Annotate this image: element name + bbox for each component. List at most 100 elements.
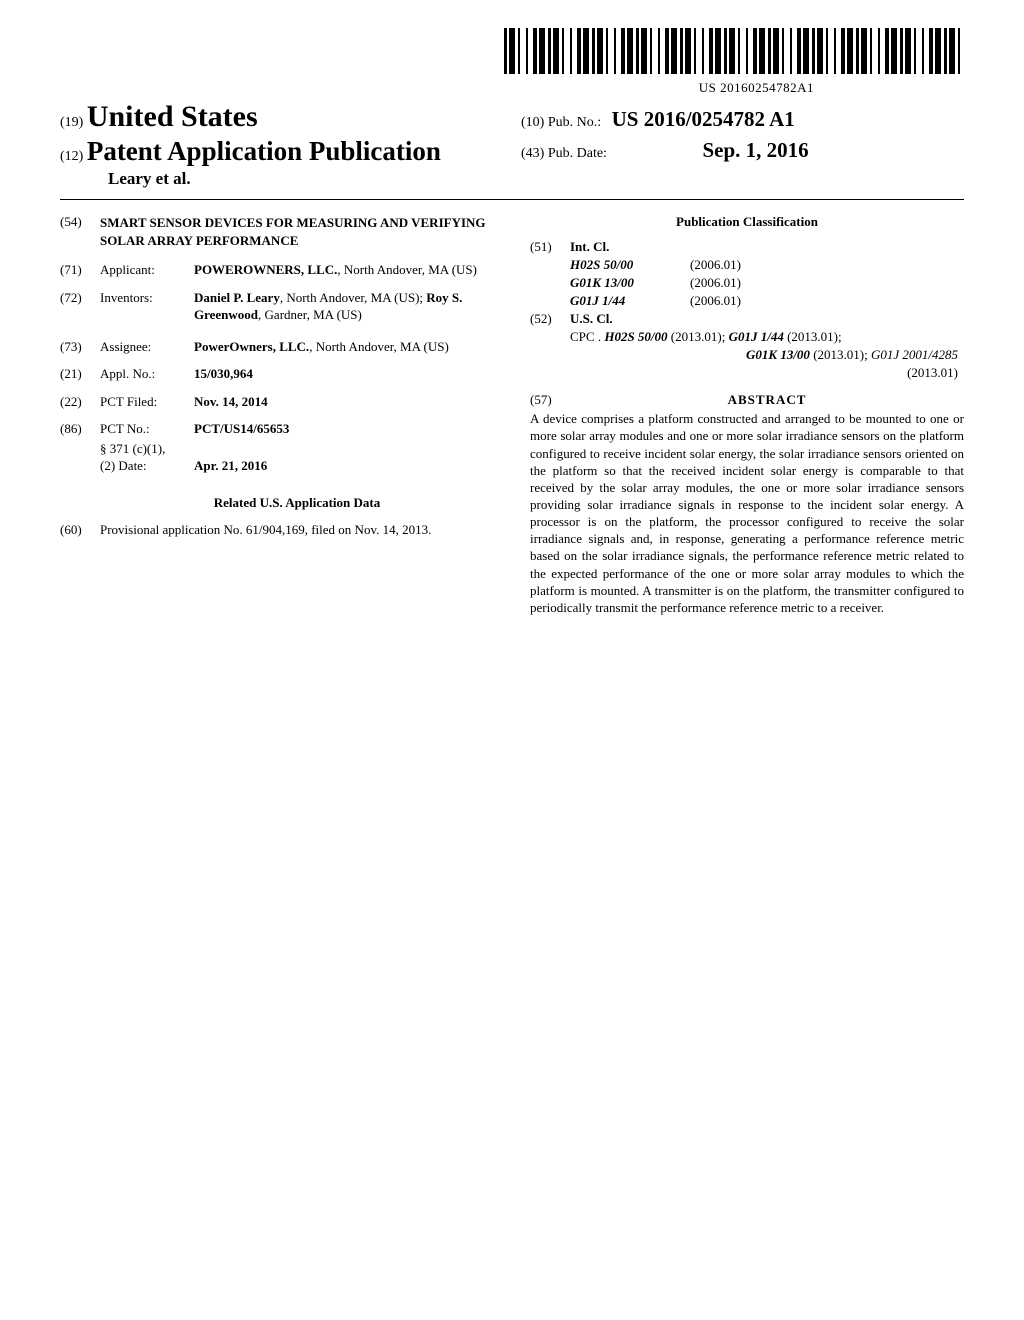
pubtype: Patent Application Publication (87, 136, 441, 166)
pctfiled-value: Nov. 14, 2014 (194, 393, 494, 411)
assignee-row: (73) Assignee: PowerOwners, LLC., North … (60, 338, 494, 356)
field-num-73: (73) (60, 338, 100, 356)
cpc-year-2: (2013.01); (784, 329, 842, 344)
barcode-text: US 20160254782A1 (60, 80, 964, 96)
cpc-code-1: H02S 50/00 (604, 329, 667, 344)
field-num-54: (54) (60, 214, 100, 249)
intcl-year: (2006.01) (690, 256, 741, 274)
field-num-72: (72) (60, 289, 100, 324)
cpc-year-1: (2013.01); (668, 329, 729, 344)
intcl-code: G01K 13/00 (570, 274, 690, 292)
provisional-text: Provisional application No. 61/904,169, … (100, 521, 494, 539)
s371-date-label: (2) Date: (100, 457, 194, 475)
abstract-label: ABSTRACT (570, 392, 964, 408)
inventors-label: Inventors: (100, 289, 194, 324)
divider-rule (60, 199, 964, 200)
intcl-item: G01K 13/00 (2006.01) (530, 274, 964, 292)
field-num-86: (86) (60, 420, 100, 438)
pubdate-label: Pub. Date: (548, 146, 607, 161)
pubdate-value: Sep. 1, 2016 (610, 138, 808, 162)
related-header: Related U.S. Application Data (60, 495, 494, 511)
left-column: (54) SMART SENSOR DEVICES FOR MEASURING … (60, 214, 494, 616)
cpc-line-2: G01K 13/00 (2013.01); G01J 2001/4285 (570, 346, 964, 364)
pctfiled-row: (22) PCT Filed: Nov. 14, 2014 (60, 393, 494, 411)
masthead: (19) United States (12) Patent Applicati… (60, 100, 964, 189)
intcl-item: H02S 50/00 (2006.01) (530, 256, 964, 274)
prefix-12: (12) (60, 149, 83, 164)
provisional-row: (60) Provisional application No. 61/904,… (60, 521, 494, 539)
field-num-60: (60) (60, 521, 100, 539)
applicant-label: Applicant: (100, 261, 194, 279)
pubno-label: Pub. No.: (548, 115, 601, 130)
applicant-rest: , North Andover, MA (US) (337, 262, 477, 277)
prefix-19: (19) (60, 115, 83, 130)
abstract-header-row: (57) ABSTRACT (530, 392, 964, 408)
pubno-value: US 2016/0254782 A1 (612, 107, 795, 131)
pubdate-line: (43) Pub. Date: Sep. 1, 2016 (521, 138, 964, 163)
s371-date-value: Apr. 21, 2016 (194, 457, 494, 475)
body-columns: (54) SMART SENSOR DEVICES FOR MEASURING … (60, 214, 964, 616)
intcl-item: G01J 1/44 (2006.01) (530, 292, 964, 310)
invention-title: SMART SENSOR DEVICES FOR MEASURING AND V… (100, 214, 494, 249)
field-num-71: (71) (60, 261, 100, 279)
pctfiled-label: PCT Filed: (100, 393, 194, 411)
applicant-row: (71) Applicant: POWEROWNERS, LLC., North… (60, 261, 494, 279)
authors-line: Leary et al. (60, 169, 503, 189)
country-line: (19) United States (60, 100, 503, 134)
assignee-value: PowerOwners, LLC., North Andover, MA (US… (194, 338, 494, 356)
field-num-21: (21) (60, 365, 100, 383)
cpc-year-3: (2013.01); (810, 347, 871, 362)
inventor-1-name: Daniel P. Leary (194, 290, 280, 305)
pctno-row: (86) PCT No.: PCT/US14/65653 (60, 420, 494, 438)
field-num-57: (57) (530, 392, 570, 408)
intcl-label: Int. Cl. (570, 238, 609, 256)
s371-row-1: § 371 (c)(1), (60, 440, 494, 458)
intcl-block: (51) Int. Cl. H02S 50/00 (2006.01) G01K … (530, 238, 964, 310)
inventors-row: (72) Inventors: Daniel P. Leary, North A… (60, 289, 494, 324)
applicant-name: POWEROWNERS, LLC. (194, 262, 337, 277)
uscl-label: U.S. Cl. (570, 310, 613, 328)
abstract-text: A device comprises a platform constructe… (530, 410, 964, 616)
prefix-10: (10) (521, 115, 544, 130)
pubclass-header: Publication Classification (530, 214, 964, 230)
intcl-year: (2006.01) (690, 274, 741, 292)
pubtype-line: (12) Patent Application Publication (60, 136, 503, 167)
barcode-graphic (504, 28, 964, 74)
inventor-2-rest: , Gardner, MA (US) (258, 307, 362, 322)
cpc-code-2: G01J 1/44 (729, 329, 784, 344)
pctno-value: PCT/US14/65653 (194, 420, 494, 438)
uscl-block: (52) U.S. Cl. CPC . H02S 50/00 (2013.01)… (530, 310, 964, 382)
field-num-52: (52) (530, 310, 570, 328)
pctno-label: PCT No.: (100, 420, 194, 438)
invention-title-row: (54) SMART SENSOR DEVICES FOR MEASURING … (60, 214, 494, 249)
intcl-year: (2006.01) (690, 292, 741, 310)
assignee-label: Assignee: (100, 338, 194, 356)
s371-row-2: (2) Date: Apr. 21, 2016 (60, 457, 494, 475)
cpc-prefix: CPC . (570, 329, 601, 344)
cpc-line-3: (2013.01) (570, 364, 964, 382)
s371-spacer-2 (60, 457, 100, 475)
barcode-block: US 20160254782A1 (60, 28, 964, 96)
cpc-line-1: CPC . H02S 50/00 (2013.01); G01J 1/44 (2… (570, 328, 964, 346)
field-num-51: (51) (530, 238, 570, 256)
inventors-value: Daniel P. Leary, North Andover, MA (US);… (194, 289, 494, 324)
intcl-code: H02S 50/00 (570, 256, 690, 274)
right-column: Publication Classification (51) Int. Cl.… (530, 214, 964, 616)
country-name: United States (87, 100, 258, 133)
s371-label: § 371 (c)(1), (100, 440, 494, 458)
applicant-value: POWEROWNERS, LLC., North Andover, MA (US… (194, 261, 494, 279)
cpc-block: CPC . H02S 50/00 (2013.01); G01J 1/44 (2… (530, 328, 964, 383)
inventor-1-rest: , North Andover, MA (US); (280, 290, 426, 305)
assignee-rest: , North Andover, MA (US) (309, 339, 449, 354)
assignee-name: PowerOwners, LLC. (194, 339, 309, 354)
cpc-code-3: G01K 13/00 (746, 347, 810, 362)
applno-row: (21) Appl. No.: 15/030,964 (60, 365, 494, 383)
pubno-line: (10) Pub. No.: US 2016/0254782 A1 (521, 107, 964, 132)
cpc-code-4: G01J 2001/4285 (871, 347, 958, 362)
applno-label: Appl. No.: (100, 365, 194, 383)
s371-spacer (60, 440, 100, 458)
applno-value: 15/030,964 (194, 365, 494, 383)
field-num-22: (22) (60, 393, 100, 411)
prefix-43: (43) (521, 146, 544, 161)
intcl-code: G01J 1/44 (570, 292, 690, 310)
